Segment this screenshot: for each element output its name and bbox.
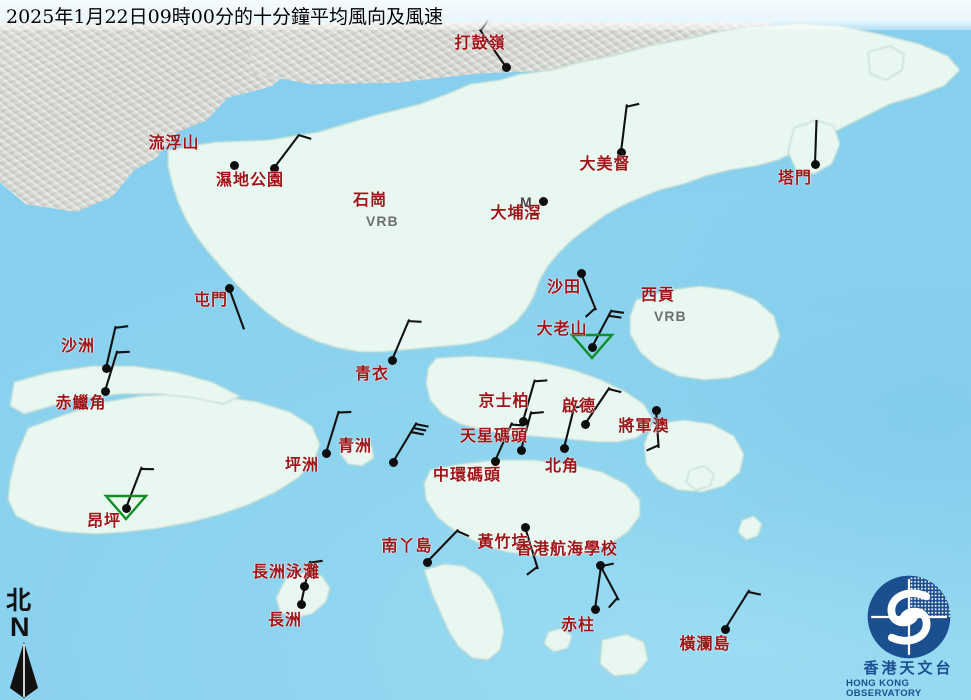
land-clear-water-bay (643, 419, 745, 493)
station-name-label: 屯門 (193, 290, 229, 309)
station-marker-dot (590, 604, 600, 614)
station-marker-dot (518, 416, 528, 426)
station-marker-dot (595, 560, 605, 570)
land-sai-kung-peninsula (629, 285, 781, 381)
station-name-label: 濕地公園 (215, 170, 285, 189)
compass-rose: 北 N (4, 588, 66, 700)
station-marker-dot (580, 419, 590, 429)
station-marker-dot (501, 62, 511, 72)
station-name-label: 沙田 (546, 277, 582, 296)
station-marker-dot (559, 443, 569, 453)
station-name-label: 橫瀾島 (679, 634, 731, 653)
map-title-bar: 2025年1月22日09時00分的十分鐘平均風向及風速 (0, 0, 971, 30)
station-marker-dot (296, 599, 306, 609)
station-marker-dot (422, 557, 432, 567)
land-lamma-island (423, 563, 505, 661)
station-marker-dot (299, 581, 309, 591)
land-new-territories (167, 23, 961, 353)
land-isle-se-2 (685, 465, 715, 491)
station-name-label: 天星碼頭 (459, 426, 529, 445)
land-lantau-island (7, 393, 321, 535)
station-name-label: 北角 (544, 456, 580, 475)
station-marker-dot (321, 448, 331, 458)
station-name-label: 沙洲 (60, 336, 96, 355)
station-name-label: 長洲 (267, 610, 303, 629)
variable-wind-indicator: VRB (654, 308, 687, 324)
station-name-label: 黃竹坑 (477, 532, 529, 551)
station-marker-dot (520, 522, 530, 532)
station-marker-dot (229, 160, 239, 170)
station-marker-dot (651, 405, 661, 415)
land-po-toi (599, 633, 649, 677)
station-name-label: 中環碼頭 (432, 465, 502, 484)
station-marker-dot (587, 342, 597, 352)
station-name-label: 大老山 (536, 319, 588, 338)
hko-logo: 香港天文台 HONG KONG OBSERVATORY (846, 574, 971, 700)
station-name-label: 將軍澳 (618, 416, 670, 435)
station-marker-dot (388, 457, 398, 467)
station-marker-dot (516, 445, 526, 455)
station-name-label: 大埔滘 (490, 203, 542, 222)
station-name-label: 石崗 (352, 190, 388, 209)
missing-data-indicator: M (520, 194, 532, 210)
station-name-label: 啟德 (561, 396, 597, 415)
north-arrow-icon (10, 642, 38, 698)
hko-swirl-logo-icon (867, 575, 950, 659)
station-name-label: 坪洲 (284, 455, 320, 474)
logo-name-en: HONG KONG OBSERVATORY (846, 678, 922, 699)
station-name-label: 青洲 (337, 436, 373, 455)
station-name-label: 香港航海學校 (515, 539, 619, 558)
station-name-label: 打鼓嶺 (454, 33, 506, 52)
land-hong-kong-island (423, 459, 641, 557)
logo-name-zh: 香港天文台 (863, 659, 954, 677)
station-marker-dot (121, 503, 131, 513)
station-name-label: 塔門 (777, 168, 813, 187)
page-title: 2025年1月22日09時00分的十分鐘平均風向及風速 (6, 5, 443, 28)
station-marker-dot (720, 624, 730, 634)
station-marker-dot (538, 196, 548, 206)
compass-label-en: N (10, 612, 30, 642)
land-ping-chau (867, 45, 905, 81)
land-isle-se-3 (737, 515, 763, 541)
station-name-label: 南丫島 (381, 536, 433, 555)
station-name-label: 青衣 (354, 364, 390, 383)
variable-wind-indicator: VRB (366, 213, 399, 229)
station-name-label: 赤鱲角 (55, 393, 107, 412)
station-name-label: 大美督 (579, 154, 631, 173)
station-name-label: 昂坪 (86, 511, 122, 530)
station-name-label: 西貢 (640, 285, 676, 304)
station-name-label: 赤柱 (560, 615, 596, 634)
compass-label-zh: 北 (6, 586, 32, 615)
station-name-label: 京士柏 (478, 391, 530, 410)
land-peng-chau (339, 439, 375, 467)
station-marker-dot (101, 363, 111, 373)
land-isle-se-1 (543, 627, 573, 653)
station-name-label: 長洲泳灘 (251, 562, 321, 581)
station-name-label: 流浮山 (148, 133, 200, 152)
